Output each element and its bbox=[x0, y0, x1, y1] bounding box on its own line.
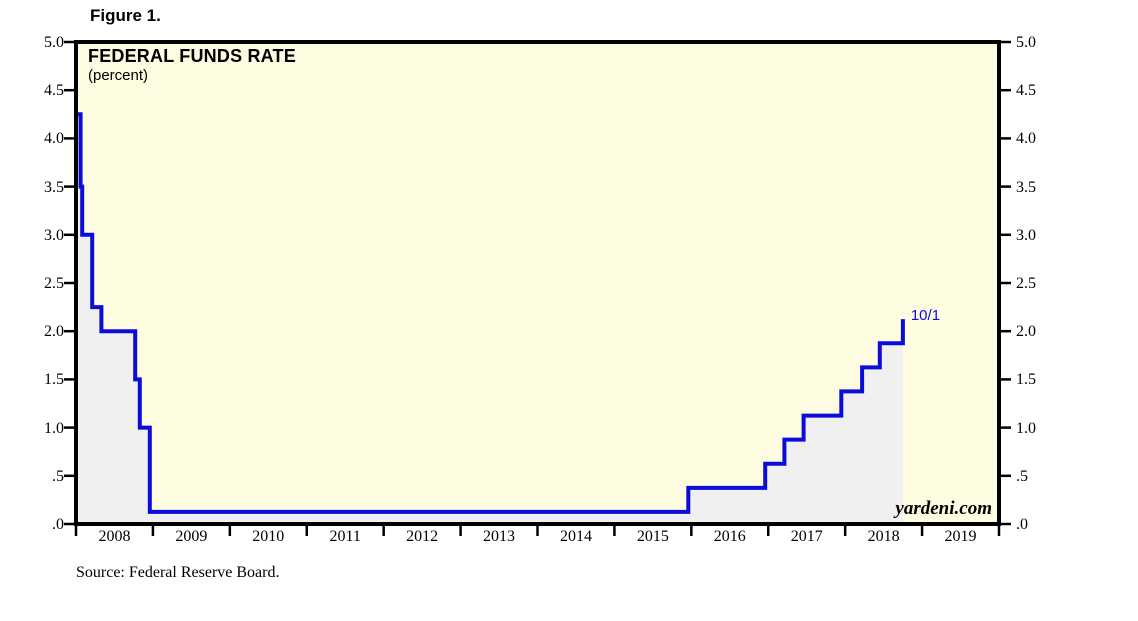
y-tick-label-right: .0 bbox=[1016, 516, 1028, 533]
y-tick-label-right: 5.0 bbox=[1016, 34, 1036, 51]
last-point-label: 10/1 bbox=[910, 307, 941, 325]
x-tick-label: 2014 bbox=[559, 528, 592, 545]
chart-subtitle: (percent) bbox=[88, 67, 149, 84]
x-tick-label: 2018 bbox=[867, 528, 900, 545]
rate-area-fill bbox=[76, 114, 903, 525]
y-tick-label-left: 3.0 bbox=[44, 226, 64, 244]
rate-line bbox=[76, 112, 905, 514]
x-tick-label: 2012 bbox=[406, 528, 439, 545]
x-tick-label: 2016 bbox=[713, 528, 746, 545]
y-tick-label-left: 3.5 bbox=[44, 178, 64, 196]
y-tick-label-right: 2.0 bbox=[1016, 323, 1036, 341]
x-tick-label: 2009 bbox=[175, 528, 208, 545]
y-tick-label-right: 1.5 bbox=[1016, 371, 1036, 389]
y-tick-label-right: 2.5 bbox=[1016, 275, 1036, 292]
source-note: Source: Federal Reserve Board. bbox=[76, 564, 280, 581]
y-tick-label-left: 4.5 bbox=[44, 82, 64, 100]
y-tick-label-right: 3.5 bbox=[1016, 178, 1036, 196]
y-tick-label-left: 1.0 bbox=[44, 419, 64, 437]
y-tick-label-left: 5.0 bbox=[44, 34, 64, 51]
y-tick-label-right: 4.0 bbox=[1016, 130, 1036, 148]
y-tick-label-right: 1.0 bbox=[1016, 419, 1036, 437]
y-tick-label-left: 2.5 bbox=[44, 275, 64, 292]
y-tick-label-left: 4.0 bbox=[44, 130, 64, 148]
x-tick-label: 2017 bbox=[790, 528, 823, 545]
y-tick-label-right: .5 bbox=[1016, 467, 1028, 485]
y-tick-label-left: .5 bbox=[52, 467, 64, 485]
x-tick-label: 2013 bbox=[483, 528, 516, 545]
x-tick-label: 2011 bbox=[329, 528, 361, 545]
x-tick-label: 2008 bbox=[98, 528, 131, 545]
chart-title: FEDERAL FUNDS RATE bbox=[88, 46, 296, 66]
x-tick-label: 2015 bbox=[636, 528, 669, 545]
y-tick-label-right: 4.5 bbox=[1016, 82, 1036, 100]
axis-ticks bbox=[64, 40, 1011, 536]
x-tick-label: 2010 bbox=[252, 528, 285, 545]
y-tick-label-left: .0 bbox=[52, 516, 64, 533]
figure-label: Figure 1. bbox=[90, 6, 161, 25]
x-tick-label: 2019 bbox=[944, 528, 977, 545]
y-tick-label-right: 3.0 bbox=[1016, 226, 1036, 244]
y-tick-label-left: 1.5 bbox=[44, 371, 64, 389]
y-tick-label-left: 2.0 bbox=[44, 323, 64, 341]
watermark: yardeni.com bbox=[895, 498, 992, 519]
